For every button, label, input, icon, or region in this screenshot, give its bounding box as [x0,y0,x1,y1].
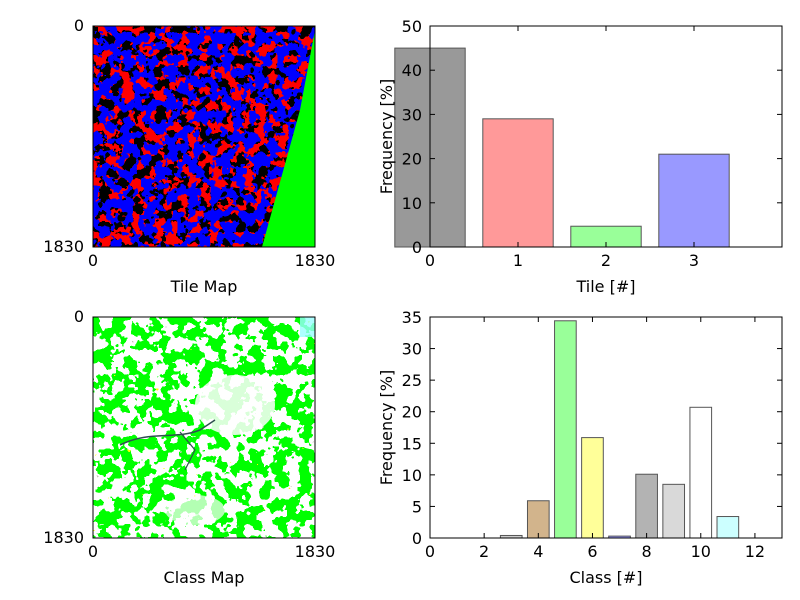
tile-hist-xlabel: Tile [#] [576,277,636,296]
class-hist-xlabel: Class [#] [569,568,642,587]
tile-map-xtick-0: 0 [88,251,98,270]
class-histogram-chart: 0 2 4 6 8 10 12 0 5 10 15 20 25 30 35 Class [#] Frequenc… [377,308,783,587]
tile-hist-xtick-label: 0 [425,251,435,270]
class-hist-ytick-label: 30 [402,340,422,359]
tile-map-ytick-1830: 1830 [43,237,84,256]
tile-hist-ylabel: Frequency [%] [377,79,396,194]
class-hist-ytick-label: 0 [412,529,422,548]
class-hist-xtick-label: 4 [533,542,543,561]
class-hist-ytick-label: 25 [402,371,422,390]
class-hist-ytick-label: 35 [402,308,422,327]
class-hist-bar-10 [689,406,713,539]
class-map-panel: 0 1830 0 1830 Class Map [43,307,335,587]
class-map-xlabel: Class Map [164,568,245,587]
class-hist-xtick-label: 0 [425,542,435,561]
class-map-xtick-0: 0 [88,542,98,561]
class-hist-xtick-label: 2 [479,542,489,561]
tile-hist-bar-1 [482,118,554,248]
class-hist-ytick-label: 15 [402,434,422,453]
class-map-ytick-0: 0 [74,307,84,326]
tile-hist-xtick-label: 1 [513,251,523,270]
tile-hist-ytick-label: 10 [402,194,422,213]
tile-hist-ytick-label: 40 [402,61,422,80]
class-map-image [93,317,315,538]
tile-map-xlabel: Tile Map [170,277,238,296]
tile-map-image [93,26,315,247]
class-hist-bar-8 [635,473,658,539]
class-map-ytick-1830: 1830 [43,528,84,547]
tile-map-ytick-0: 0 [74,16,84,35]
class-hist-xtick-label: 8 [642,542,652,561]
tile-map-panel: 0 1830 0 1830 Tile Map [43,16,335,296]
class-hist-xtick-label: 12 [745,542,765,561]
class-hist-ytick-label: 5 [412,497,422,516]
tile-map-xtick-1830: 1830 [295,251,336,270]
tile-hist-xtick-label: 3 [689,251,699,270]
tile-hist-xtick-label: 2 [601,251,611,270]
tile-hist-ytick-label: 20 [402,150,422,169]
class-hist-xtick-label: 6 [587,542,597,561]
class-hist-bar-5 [554,320,577,539]
class-hist-ytick-label: 10 [402,466,422,485]
class-hist-ytick-label: 20 [402,403,422,422]
class-hist-bar-11 [716,516,740,539]
class-hist-xtick-label: 10 [691,542,711,561]
class-hist-bar-4 [526,500,550,539]
class-hist-ylabel: Frequency [%] [377,370,396,485]
class-hist-axes-frame [429,316,783,539]
tile-hist-ytick-label: 0 [412,238,422,257]
tile-hist-ytick-label: 30 [402,105,422,124]
tile-hist-ytick-label: 50 [402,17,422,36]
class-hist-bar-6 [581,437,604,539]
tile-hist-bar-3 [658,153,730,248]
class-map-xtick-1830: 1830 [295,542,336,561]
class-hist-bar-9 [662,483,686,539]
